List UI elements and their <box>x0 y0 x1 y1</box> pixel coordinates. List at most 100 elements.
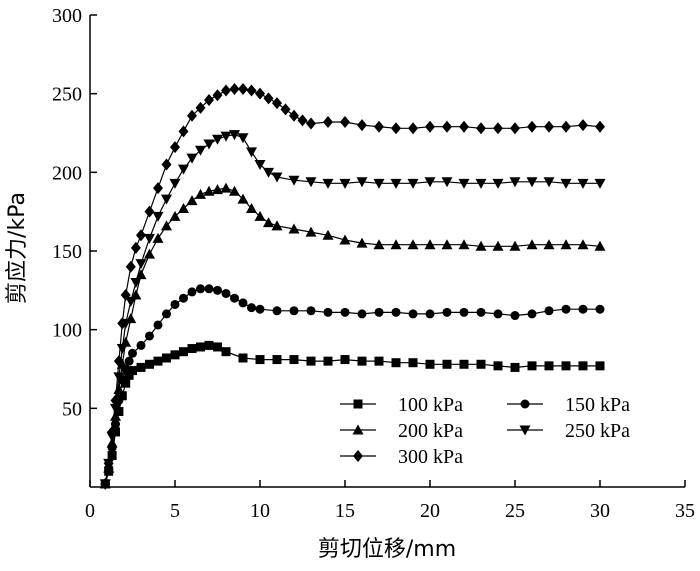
data-point <box>509 177 521 188</box>
data-point <box>577 239 589 250</box>
data-point <box>238 298 248 308</box>
data-point <box>543 239 555 250</box>
data-point <box>408 122 418 135</box>
data-point <box>107 425 118 438</box>
data-point <box>271 172 283 183</box>
data-point <box>125 296 137 307</box>
data-point <box>103 457 114 470</box>
x-tick-label: 20 <box>420 500 440 522</box>
data-point <box>560 178 572 189</box>
data-point <box>221 84 231 97</box>
data-point <box>247 303 256 313</box>
data-point <box>106 437 118 448</box>
data-point <box>459 307 469 317</box>
data-point <box>229 130 240 141</box>
data-point <box>441 239 453 250</box>
data-point <box>144 248 155 259</box>
data-point <box>544 120 554 133</box>
data-point <box>288 175 300 186</box>
legend-label: 150 kPa <box>565 394 630 416</box>
data-point <box>543 177 555 188</box>
data-point <box>120 289 131 302</box>
data-point <box>196 342 205 352</box>
data-point <box>114 406 124 416</box>
data-point <box>145 359 154 369</box>
data-point <box>297 114 308 127</box>
data-point <box>212 184 223 195</box>
data-point <box>442 307 452 317</box>
data-point <box>145 331 154 341</box>
data-point <box>595 304 605 314</box>
x-tick-label: 30 <box>590 500 610 522</box>
data-point <box>339 234 351 245</box>
data-point <box>110 410 121 421</box>
data-point <box>408 309 418 319</box>
data-point <box>373 178 385 189</box>
series-layer <box>99 82 606 490</box>
data-point <box>424 177 436 188</box>
data-point <box>272 306 282 316</box>
data-point <box>459 120 469 133</box>
data-point <box>113 372 125 383</box>
data-point <box>357 356 367 366</box>
data-point <box>178 125 189 138</box>
data-point <box>204 93 214 106</box>
data-point <box>272 97 282 110</box>
data-point <box>212 134 223 145</box>
x-axis-title: 剪切位移/mm <box>318 537 456 562</box>
data-point <box>289 109 299 122</box>
data-point <box>323 115 333 128</box>
data-point <box>221 347 231 357</box>
data-point <box>475 240 487 251</box>
data-point <box>187 344 197 354</box>
data-point <box>152 232 164 243</box>
data-point <box>560 239 572 250</box>
data-point <box>476 359 486 369</box>
data-point <box>254 210 266 221</box>
data-point <box>213 342 222 352</box>
data-point <box>117 317 128 330</box>
data-point <box>195 101 206 114</box>
data-point <box>289 355 299 365</box>
series-line <box>104 288 600 485</box>
data-point <box>442 120 452 133</box>
data-point <box>356 177 368 188</box>
data-point <box>509 240 521 251</box>
data-point <box>561 361 571 371</box>
data-point <box>125 260 136 273</box>
legend-label: 250 kPa <box>565 420 630 442</box>
data-point <box>204 284 214 294</box>
data-point <box>305 177 317 188</box>
data-point <box>161 194 172 205</box>
data-point <box>577 178 589 189</box>
data-point <box>152 211 164 222</box>
legend-label: 100 kPa <box>398 394 463 416</box>
data-point <box>179 293 188 303</box>
series-line <box>104 187 601 485</box>
data-point <box>323 307 333 317</box>
series-line <box>104 344 600 485</box>
data-point <box>357 309 367 319</box>
data-point <box>186 153 198 164</box>
legend-marker <box>520 399 530 409</box>
data-point <box>340 355 350 365</box>
data-point <box>458 178 470 189</box>
data-point <box>527 309 537 319</box>
data-point <box>493 361 503 371</box>
data-point <box>305 226 317 237</box>
legend-marker <box>353 450 363 462</box>
legend-label: 200 kPa <box>398 420 463 442</box>
data-point <box>510 122 520 135</box>
data-point <box>339 178 351 189</box>
x-tick-label: 10 <box>250 500 270 522</box>
data-point <box>492 178 504 189</box>
data-point <box>323 356 333 366</box>
data-point <box>237 133 249 144</box>
data-point <box>280 103 291 116</box>
data-point <box>124 370 134 380</box>
data-point <box>195 188 206 199</box>
data-point <box>229 82 240 95</box>
x-tick-label: 0 <box>85 500 95 522</box>
data-point <box>442 359 452 369</box>
